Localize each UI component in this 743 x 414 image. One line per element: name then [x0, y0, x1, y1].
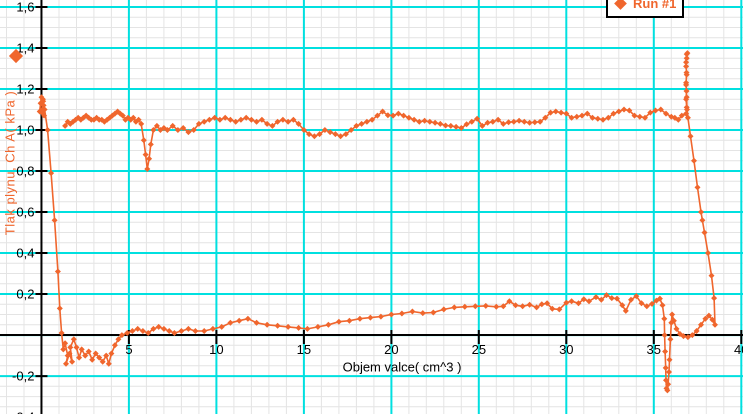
- x-tick-label: 30: [559, 342, 573, 357]
- x-tick-label: 5: [125, 342, 132, 357]
- x-tick-label: 35: [647, 342, 661, 357]
- x-tick-label: 20: [384, 342, 398, 357]
- legend-box[interactable]: Run #1: [606, 0, 684, 18]
- y-tick-label: 1,0: [16, 123, 34, 138]
- legend-run-label: Run #1: [633, 0, 677, 11]
- y-tick-label: 0,2: [16, 287, 34, 302]
- x-tick-label: 25: [472, 342, 486, 357]
- y-axis-label[interactable]: Tlak plynu, Ch A( kPa ): [2, 90, 18, 236]
- x-tick-label: 40: [734, 342, 743, 357]
- x-tick-label: 10: [209, 342, 223, 357]
- x-axis-label[interactable]: Objem valce( cm^3 ): [342, 359, 462, 375]
- y-tick-label: 1,4: [16, 40, 34, 55]
- y-tick-label: -0,2: [12, 369, 34, 384]
- y-tick-label: 0,4: [16, 246, 34, 261]
- run-diamond-icon: [614, 0, 627, 10]
- y-tick-label: 0,6: [16, 205, 34, 220]
- axis-tick-marks: [35, 6, 743, 378]
- y-tick-label: 1,6: [16, 0, 34, 14]
- data-series-line[interactable]: [38, 52, 716, 392]
- data-series-points[interactable]: [36, 50, 718, 394]
- y-tick-label: 1,2: [16, 81, 34, 96]
- x-tick-label: 15: [297, 342, 311, 357]
- y-tick-label: 0,8: [16, 164, 34, 179]
- y-tick-label: -0,4: [12, 410, 34, 414]
